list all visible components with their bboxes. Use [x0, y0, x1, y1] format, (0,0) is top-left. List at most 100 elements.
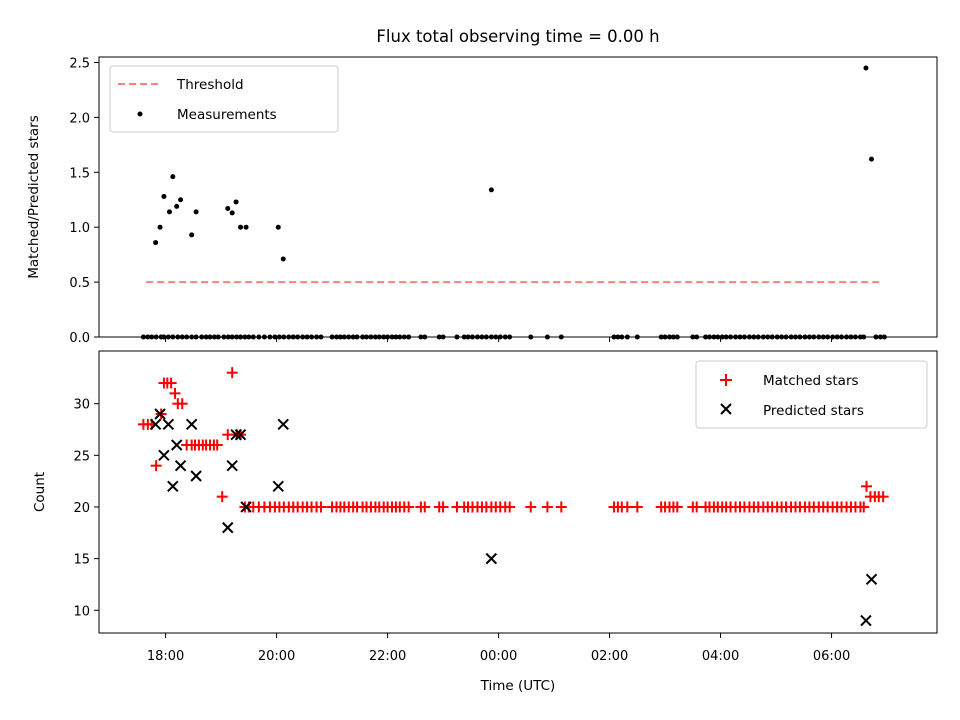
predicted-star-point: [234, 428, 247, 441]
matched-star-point: [216, 491, 228, 503]
top-y-tick-label: 0.5: [69, 276, 90, 291]
predicted-star-mark: [226, 459, 238, 472]
measurement-point: [174, 203, 180, 209]
top-panel: 0.0 0.5 1.0 1.5 2.0 2.5 Matched/Predicted sta…: [26, 56, 938, 346]
measurement-point: [161, 193, 167, 199]
predicted-star-point: [240, 501, 252, 513]
measurement-point: [238, 224, 244, 230]
top-plot-area: [140, 65, 887, 340]
bottom-y-ticks: 10 15 20 25 30: [73, 398, 99, 619]
predicted-star-point: [272, 480, 284, 493]
matched-star-point: [150, 460, 162, 472]
predicted-star-mark: [158, 449, 170, 462]
legend-predicted-swatch: [720, 403, 732, 415]
predicted-star-mark: [154, 408, 166, 420]
matched-star-point: [419, 501, 431, 513]
predicted-star-mark: [865, 573, 878, 585]
measurement-point: [233, 199, 239, 205]
bottom-y-tick-label: 20: [73, 501, 90, 516]
matched-star-point: [176, 398, 188, 410]
bottom-y-tick-label: 10: [73, 604, 90, 619]
measurement-point: [157, 224, 163, 230]
bottom-y-tick-label: 30: [73, 398, 90, 413]
bottom-legend: Matched stars Predicted stars: [695, 360, 928, 429]
matched-star-point: [211, 439, 223, 451]
top-x-ticks: [165, 337, 833, 342]
matched-star-point: [403, 501, 415, 513]
predicted-star-mark: [230, 428, 242, 441]
predicted-star-mark: [277, 418, 289, 431]
predicted-star-point: [170, 439, 183, 451]
x-tick-label: 20:00: [258, 649, 295, 664]
x-tick-label: 04:00: [702, 649, 739, 664]
predicted-star-point: [167, 480, 179, 493]
matched-star-point: [315, 501, 327, 513]
bottom-plot-area: [137, 367, 889, 627]
measurement-point: [863, 65, 869, 71]
predicted-star-point: [226, 459, 238, 472]
predicted-star-point: [190, 470, 202, 482]
measurement-point: [170, 174, 176, 180]
matched-star-point: [671, 501, 683, 513]
x-tick-label: 18:00: [147, 649, 184, 664]
bottom-legend-frame: [695, 360, 928, 429]
matched-star-point: [541, 501, 553, 513]
legend-matched-label: Matched stars: [763, 373, 859, 389]
x-tick-label: 06:00: [813, 649, 850, 664]
predicted-star-point: [865, 573, 878, 585]
predicted-star-mark: [190, 470, 202, 482]
predicted-star-point: [174, 459, 187, 472]
measurement-point: [488, 187, 494, 193]
bottom-x-ticks: 18:00 20:00 22:00 00:00 02:00 04:00 06:00: [147, 633, 850, 664]
measurement-point: [229, 210, 235, 216]
legend-predicted-label: Predicted stars: [763, 403, 864, 419]
predicted-star-mark: [185, 418, 198, 431]
legend-matched-swatch: [720, 374, 732, 386]
matched-star-point: [169, 387, 181, 399]
predicted-star-point: [860, 614, 872, 627]
predicted-star-mark: [240, 501, 252, 513]
measurement-point: [193, 209, 199, 215]
matched-star-point: [858, 501, 870, 513]
measurement-point: [869, 156, 875, 162]
predicted-star-point: [158, 449, 170, 462]
predicted-star-mark: [174, 459, 187, 472]
matched-star-point: [555, 501, 567, 513]
bottom-y-tick-label: 15: [73, 553, 90, 568]
predicted-star-point: [222, 521, 234, 534]
x-tick-label: 02:00: [591, 649, 628, 664]
matched-star-point: [165, 377, 177, 389]
predicted-star-mark: [272, 480, 284, 493]
measurement-point: [225, 206, 231, 212]
measurement-point: [243, 224, 249, 230]
top-legend: Threshold Measurements: [109, 65, 339, 133]
predicted-star-mark: [170, 439, 183, 451]
top-y-ticks: 0.0 0.5 1.0 1.5 2.0 2.5: [69, 56, 99, 346]
x-tick-label: 00:00: [480, 649, 517, 664]
measurement-point: [275, 224, 281, 230]
measurement-point: [153, 240, 159, 246]
matched-star-point: [437, 501, 449, 513]
bottom-y-axis-label: Count: [32, 472, 48, 512]
measurement-point: [166, 209, 172, 215]
predicted-star-point: [162, 418, 175, 431]
matched-star-point: [525, 501, 537, 513]
matched-star-point: [877, 491, 889, 503]
legend-threshold-label: Threshold: [176, 77, 244, 93]
top-legend-frame: [109, 65, 339, 133]
legend-measurements-swatch: [137, 111, 143, 117]
top-y-tick-label: 1.0: [69, 221, 90, 236]
predicted-star-point: [149, 418, 162, 431]
chart-title: Flux total observing time = 0.00 h: [376, 27, 659, 46]
predicted-star-point: [154, 408, 166, 420]
top-y-tick-label: 0.0: [69, 331, 90, 346]
matched-star-point: [631, 501, 643, 513]
x-tick-label: 22:00: [369, 649, 406, 664]
bottom-axes-frame: [98, 350, 938, 634]
bottom-panel: 10 15 20 25 30 18:00 20:00 22:00 00:00 02:00 04:0…: [32, 350, 938, 694]
measurement-point: [178, 197, 184, 203]
matched-star-point: [504, 501, 516, 513]
top-y-axis-label: Matched/Predicted stars: [26, 115, 42, 278]
measurement-point: [280, 256, 286, 262]
